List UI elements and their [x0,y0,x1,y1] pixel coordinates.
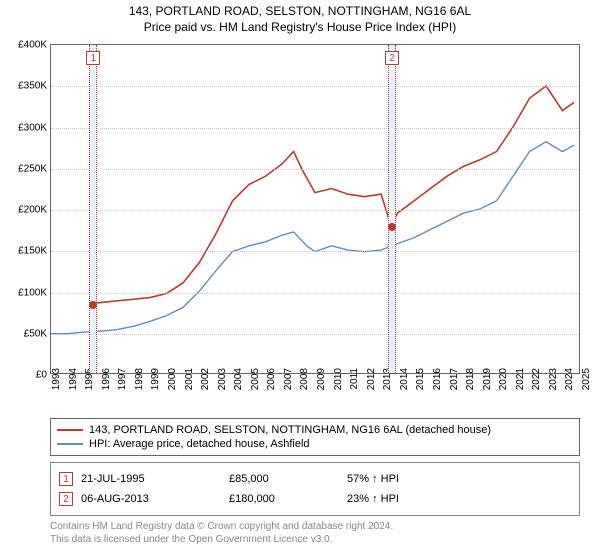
sales-row: 1 21-JUL-1995 £85,000 57% ↑ HPI [59,469,571,489]
title-block: 143, PORTLAND ROAD, SELSTON, NOTTINGHAM,… [0,0,600,34]
legend-label: HPI: Average price, detached house, Ashf… [89,438,310,450]
y-axis-label: £400K [3,40,47,51]
footer-line-1: Contains HM Land Registry data © Crown c… [50,520,580,533]
sale-band [89,45,97,373]
x-axis-label: 2021 [515,368,526,390]
gridline-h [51,210,579,211]
gridline-h [51,293,579,294]
legend-swatch [57,429,83,431]
legend-box: 143, PORTLAND ROAD, SELSTON, NOTTINGHAM,… [50,418,580,456]
sale-marker: 1 [86,51,100,65]
x-axis-label: 2001 [184,368,195,390]
sale-point [388,223,396,231]
chart-plot-area: £0£50K£100K£150K£200K£250K£300K£350K£400… [50,44,580,374]
x-axis-label: 2025 [581,368,592,390]
x-axis-label: 2016 [432,368,443,390]
x-axis-label: 2000 [167,368,178,390]
y-axis-label: £250K [3,163,47,174]
sales-row: 2 06-AUG-2013 £180,000 23% ↑ HPI [59,489,571,509]
sale-price: £180,000 [229,493,339,505]
sale-price: £85,000 [229,473,339,485]
x-axis-label: 2008 [299,368,310,390]
chart-lines-svg [51,45,579,373]
chart-container: 143, PORTLAND ROAD, SELSTON, NOTTINGHAM,… [0,0,600,560]
legend-swatch [57,443,83,445]
x-axis-label: 2009 [316,368,327,390]
x-axis-label: 2004 [233,368,244,390]
x-axis-label: 2022 [531,368,542,390]
x-axis-label: 2012 [366,368,377,390]
x-axis-label: 2002 [200,368,211,390]
y-axis-label: £350K [3,81,47,92]
x-axis-label: 1997 [117,368,128,390]
series-line-price_paid [93,86,574,303]
x-axis-label: 2023 [548,368,559,390]
sale-badge: 2 [59,492,73,506]
y-axis-label: £300K [3,122,47,133]
sale-badge: 1 [59,472,73,486]
x-axis-label: 2011 [349,368,360,390]
x-axis-label: 1994 [68,368,79,390]
x-axis-label: 2019 [482,368,493,390]
sale-pct-vs-hpi: 57% ↑ HPI [347,473,477,485]
x-axis-label: 2005 [250,368,261,390]
x-axis-label: 2010 [333,368,344,390]
gridline-h [51,334,579,335]
x-axis-label: 1999 [150,368,161,390]
legend-item: HPI: Average price, detached house, Ashf… [57,437,573,451]
x-axis-label: 2006 [266,368,277,390]
x-axis-label: 2024 [564,368,575,390]
sale-date: 21-JUL-1995 [81,473,221,485]
sale-point [89,301,97,309]
x-axis-label: 2020 [498,368,509,390]
x-axis-label: 2015 [415,368,426,390]
y-axis-label: £200K [3,205,47,216]
y-axis-label: £150K [3,246,47,257]
x-axis-label: 1998 [134,368,145,390]
title-subtitle: Price paid vs. HM Land Registry's House … [0,20,600,34]
gridline-h [51,86,579,87]
title-address: 143, PORTLAND ROAD, SELSTON, NOTTINGHAM,… [0,4,600,18]
footer-attribution: Contains HM Land Registry data © Crown c… [50,520,580,546]
y-axis-label: £0 [3,370,47,381]
y-axis-label: £100K [3,287,47,298]
gridline-h [51,251,579,252]
sale-date: 06-AUG-2013 [81,493,221,505]
sale-band [388,45,396,373]
x-axis-label: 2014 [399,368,410,390]
footer-line-2: This data is licensed under the Open Gov… [50,533,580,546]
sales-table: 1 21-JUL-1995 £85,000 57% ↑ HPI 2 06-AUG-2013… [50,462,580,516]
legend-label: 143, PORTLAND ROAD, SELSTON, NOTTINGHAM,… [89,424,491,436]
x-axis-label: 2017 [449,368,460,390]
x-axis-label: 2018 [465,368,476,390]
x-axis-label: 2003 [217,368,228,390]
gridline-h [51,169,579,170]
x-axis-label: 2007 [283,368,294,390]
y-axis-label: £50K [3,328,47,339]
series-line-hpi [51,142,574,334]
sale-pct-vs-hpi: 23% ↑ HPI [347,493,477,505]
x-axis-label: 1996 [101,368,112,390]
legend-item: 143, PORTLAND ROAD, SELSTON, NOTTINGHAM,… [57,423,573,437]
sale-marker: 2 [385,51,399,65]
gridline-h [51,128,579,129]
x-axis-label: 1993 [51,368,62,390]
